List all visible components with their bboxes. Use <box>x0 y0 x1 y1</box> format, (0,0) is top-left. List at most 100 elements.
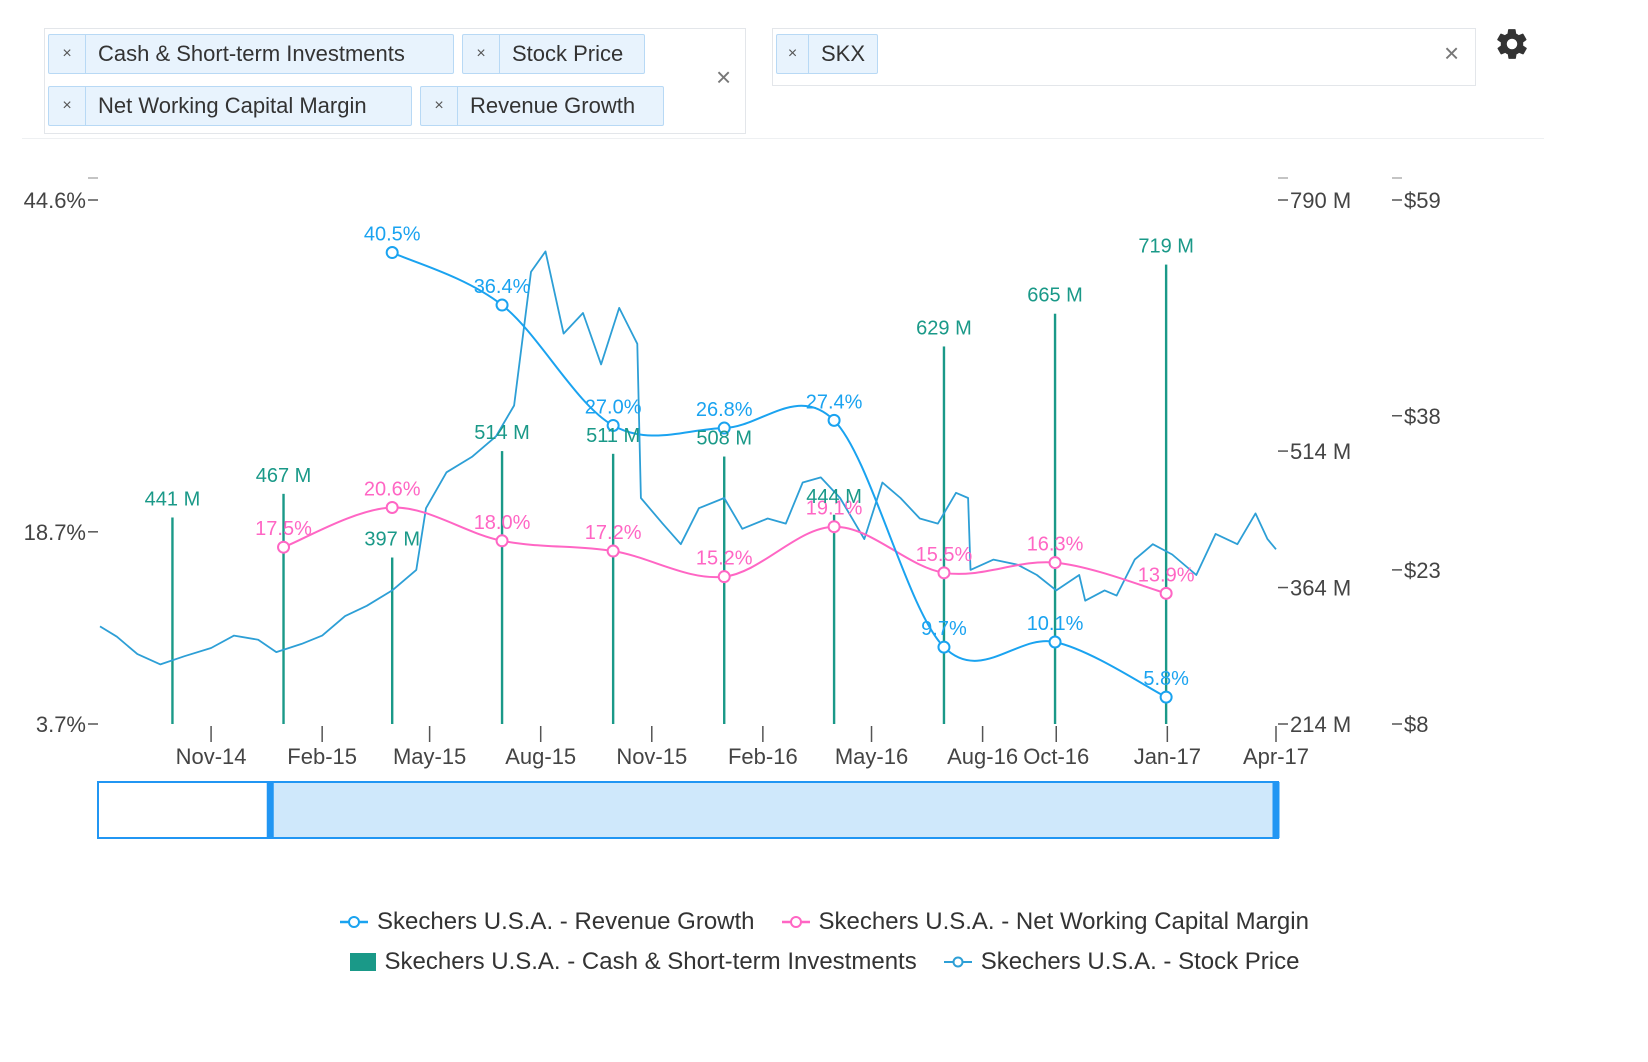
nwc-margin-point <box>385 500 399 514</box>
cash-data-label: 629 M <box>916 317 972 339</box>
middle-axis-tick-label: 790 M <box>1290 188 1351 213</box>
left-axis-tick-label: 3.7% <box>36 712 86 737</box>
cash-bar <box>611 453 615 724</box>
remove-revenue-growth-tag-button[interactable]: × <box>421 87 458 125</box>
revenue-growth-point <box>495 298 509 312</box>
revenue-growth-data-label: 27.0% <box>585 396 642 418</box>
right-axis-tick-label: $23 <box>1404 558 1441 583</box>
legend-row-2: Skechers U.S.A. - Cash & Short-term Inve… <box>0 948 1648 976</box>
legend-label: Skechers U.S.A. - Revenue Growth <box>377 908 755 935</box>
legend-line-marker-icon <box>340 916 369 928</box>
x-axis-tick-label: Apr-17 <box>1243 744 1309 769</box>
x-axis-tick-label: Feb-15 <box>287 744 357 769</box>
metric-tag-nwc-margin: × Net Working Capital Margin <box>48 86 412 126</box>
x-axis-tick-label: Nov-15 <box>616 744 687 769</box>
nwc-margin-point <box>937 566 951 580</box>
revenue-growth-point <box>385 246 399 260</box>
nwc-margin-data-label: 13.9% <box>1138 564 1195 586</box>
cash-data-label: 719 M <box>1138 236 1194 258</box>
revenue-growth-point <box>827 413 841 427</box>
legend-bar-swatch-icon <box>349 953 376 971</box>
legend-item-nwc-margin[interactable]: Skechers U.S.A. - Net Working Capital Ma… <box>781 908 1309 936</box>
nwc-margin-data-label: 20.6% <box>364 478 421 500</box>
nwc-margin-data-label: 17.2% <box>585 522 642 544</box>
middle-axis-tick-label: 364 M <box>1290 576 1351 601</box>
metric-tag-stock-price: × Stock Price <box>462 34 645 74</box>
legend-item-revenue-growth[interactable]: Skechers U.S.A. - Revenue Growth <box>339 908 755 936</box>
right-axis-tick-label: $38 <box>1404 404 1441 429</box>
revenue-growth-line <box>391 251 1167 698</box>
right-axis-tick-label: $8 <box>1404 712 1428 737</box>
cash-data-label: 441 M <box>145 488 201 510</box>
x-axis-tick-label: Aug-16 <box>947 744 1018 769</box>
remove-cash-tag-button[interactable]: × <box>49 35 86 73</box>
right-axis-tick-label: $59 <box>1404 188 1441 213</box>
remove-skx-tag-button[interactable]: × <box>777 35 809 73</box>
revenue-growth-point <box>1048 635 1062 649</box>
x-axis-tick-label: Aug-15 <box>505 744 576 769</box>
navigator-right-handle[interactable] <box>1272 782 1280 838</box>
nwc-margin-data-label: 15.2% <box>696 548 753 570</box>
revenue-growth-point <box>717 421 731 435</box>
revenue-growth-data-label: 27.4% <box>806 391 863 413</box>
legend-item-stock-price[interactable]: Skechers U.S.A. - Stock Price <box>943 948 1300 976</box>
ticker-filter-box[interactable] <box>772 28 1476 86</box>
x-axis-tick-label: Jan-17 <box>1134 744 1201 769</box>
cash-bar <box>390 557 394 724</box>
legend-item-cash[interactable]: Skechers U.S.A. - Cash & Short-term Inve… <box>349 948 917 976</box>
nwc-margin-point <box>717 570 731 584</box>
clear-tickers-button[interactable]: × <box>1444 38 1460 68</box>
cash-bar <box>1164 264 1168 724</box>
gear-icon[interactable] <box>1494 26 1530 62</box>
data-labels: 17.5% 20.6% 18.0% 17.2% 15.2% 19.1% 15.5% 16.3%… <box>145 224 1195 691</box>
cash-bars <box>171 264 1168 724</box>
combo-chart: 44.6% 18.7% 3.7% 790 M 514 M 364 M 214 M $59 $38… <box>24 177 1441 839</box>
cash-bar <box>171 517 174 724</box>
clear-metrics-button[interactable]: × <box>716 62 732 92</box>
legend-label: Skechers U.S.A. - Stock Price <box>980 948 1300 975</box>
metric-tag-label: Cash & Short-term Investments <box>98 41 405 66</box>
nwc-margin-data-label: 19.1% <box>806 498 863 520</box>
legend-label: Skechers U.S.A. - Cash & Short-term Inve… <box>384 948 917 975</box>
middle-axis-tick-label: 214 M <box>1290 712 1351 737</box>
cash-data-label: 514 M <box>474 422 530 444</box>
x-axis-tick-label: May-16 <box>835 744 908 769</box>
nwc-margin-data-label: 18.0% <box>474 512 531 534</box>
cash-bar <box>282 493 285 724</box>
revenue-growth-point <box>937 640 951 654</box>
revenue-growth-data-label: 40.5% <box>364 224 421 246</box>
remove-nwc-margin-tag-button[interactable]: × <box>49 87 86 125</box>
cash-bar <box>832 514 836 724</box>
cash-bar <box>500 451 504 724</box>
nwc-margin-data-label: 17.5% <box>255 518 312 540</box>
nwc-margin-point <box>1048 556 1062 570</box>
metric-tag-label: Revenue Growth <box>470 93 636 118</box>
cash-data-label: 467 M <box>256 465 312 487</box>
cash-data-label: 665 M <box>1027 285 1083 307</box>
nwc-margin-data-label: 15.5% <box>916 544 973 566</box>
metric-tag-revenue-growth: × Revenue Growth <box>420 86 664 126</box>
x-axis-tick-label: Feb-16 <box>728 744 798 769</box>
revenue-growth-data-label: 9.7% <box>921 618 967 640</box>
legend-line-marker-icon <box>781 916 810 928</box>
cash-bar <box>942 346 946 724</box>
metric-tag-label: Stock Price <box>512 41 624 66</box>
legend-label: Skechers U.S.A. - Net Working Capital Ma… <box>818 908 1309 935</box>
revenue-growth-data-label: 36.4% <box>474 276 531 298</box>
ticker-tag-skx: × SKX <box>776 34 878 74</box>
remove-stock-price-tag-button[interactable]: × <box>463 35 500 73</box>
nwc-margin-point <box>1159 586 1173 600</box>
ticker-tag-label: SKX <box>820 41 865 66</box>
middle-axis-tick-label: 514 M <box>1290 439 1351 464</box>
ratio-series <box>277 246 1173 704</box>
navigator-left-handle[interactable] <box>266 782 274 838</box>
x-axis-tick-label: May-15 <box>393 744 466 769</box>
nwc-margin-point <box>277 540 291 554</box>
cash-data-label: 508 M <box>696 428 752 450</box>
revenue-growth-point <box>1159 690 1173 704</box>
navigator-selection <box>270 783 1276 837</box>
x-axis-tick-label: Oct-16 <box>1023 744 1089 769</box>
x-axis-tick-label: Nov-14 <box>176 744 247 769</box>
revenue-growth-data-label: 10.1% <box>1027 613 1084 635</box>
divider <box>22 138 1544 139</box>
